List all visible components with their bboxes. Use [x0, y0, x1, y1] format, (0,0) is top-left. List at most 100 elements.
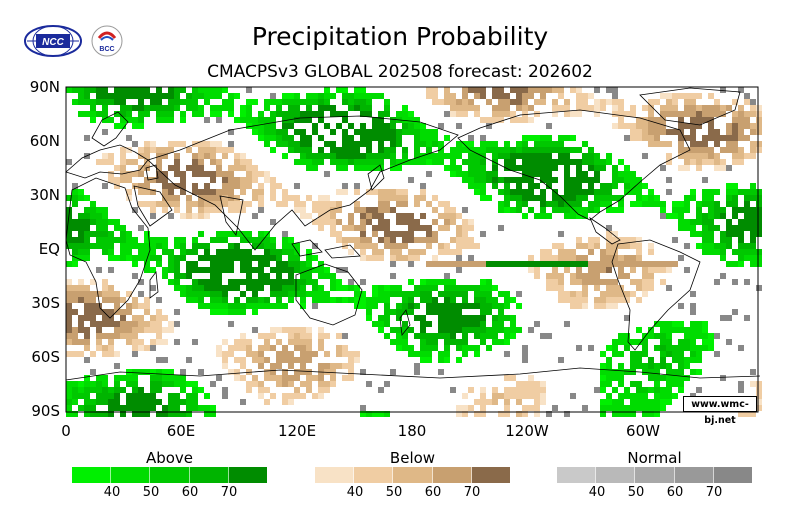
probability-cell: [390, 195, 396, 201]
probability-cell: [90, 111, 96, 117]
lon-label-60w: 60W: [626, 422, 660, 440]
probability-cell: [660, 201, 666, 207]
probability-cell: [420, 129, 426, 135]
probability-cell: [306, 213, 312, 219]
probability-cell: [702, 237, 708, 243]
probability-cell: [204, 279, 210, 285]
probability-cell: [384, 303, 390, 309]
probability-cell: [558, 141, 564, 147]
probability-cell: [570, 393, 576, 399]
probability-cell: [180, 99, 186, 105]
probability-cell: [510, 99, 516, 105]
probability-cell: [378, 129, 384, 135]
probability-cell: [642, 351, 648, 357]
probability-cell: [234, 165, 240, 171]
probability-cell: [204, 99, 210, 105]
probability-cell: [306, 291, 312, 297]
probability-cell: [330, 219, 336, 225]
probability-cell: [102, 399, 108, 405]
probability-cell: [360, 405, 366, 411]
probability-cell: [342, 237, 348, 243]
probability-cell: [576, 201, 582, 207]
probability-cell: [744, 99, 750, 105]
probability-cell: [318, 393, 324, 399]
probability-cell: [324, 93, 330, 99]
probability-cell: [738, 381, 744, 387]
probability-cell: [612, 123, 618, 129]
probability-cell: [384, 195, 390, 201]
probability-cell: [378, 249, 384, 255]
probability-cell: [672, 207, 678, 213]
probability-cell: [264, 171, 270, 177]
probability-cell: [156, 321, 162, 327]
probability-cell: [264, 105, 270, 111]
probability-cell: [282, 195, 288, 201]
probability-cell: [390, 273, 396, 279]
probability-cell: [150, 339, 156, 345]
probability-cell: [192, 297, 198, 303]
probability-cell: [156, 255, 162, 261]
probability-cell: [102, 411, 108, 417]
probability-cell: [714, 333, 720, 339]
probability-cell: [342, 135, 348, 141]
probability-cell: [600, 267, 606, 273]
probability-cell: [516, 399, 522, 405]
probability-cell: [150, 393, 156, 399]
probability-cell: [162, 189, 168, 195]
probability-cell: [618, 171, 624, 177]
probability-cell: [306, 327, 312, 333]
probability-cell: [192, 87, 198, 93]
probability-cell: [120, 159, 126, 165]
probability-cell: [564, 111, 570, 117]
probability-cell: [438, 201, 444, 207]
probability-cell: [234, 93, 240, 99]
probability-cell: [750, 141, 756, 147]
probability-cell: [180, 369, 186, 375]
probability-cell: [648, 123, 654, 129]
probability-cell: [216, 147, 222, 153]
probability-cell: [204, 267, 210, 273]
probability-cell: [150, 213, 156, 219]
probability-cell: [168, 267, 174, 273]
probability-cell: [366, 303, 372, 309]
probability-cell: [474, 303, 480, 309]
probability-cell: [342, 267, 348, 273]
probability-cell: [402, 147, 408, 153]
probability-cell: [438, 321, 444, 327]
probability-cell: [456, 237, 462, 243]
probability-cell: [624, 177, 630, 183]
probability-cell: [294, 117, 300, 123]
probability-cell: [564, 183, 570, 189]
probability-cell: [270, 135, 276, 141]
probability-cell: [738, 189, 744, 195]
probability-cell: [330, 159, 336, 165]
probability-cell: [312, 99, 318, 105]
probability-cell: [408, 255, 414, 261]
probability-cell: [408, 111, 414, 117]
probability-cell: [432, 279, 438, 285]
probability-cell: [366, 297, 372, 303]
probability-cell: [468, 177, 474, 183]
probability-cell: [300, 141, 306, 147]
probability-cell: [276, 105, 282, 111]
probability-cell: [642, 183, 648, 189]
probability-cell: [120, 411, 126, 417]
probability-cell: [240, 183, 246, 189]
probability-cell: [648, 99, 654, 105]
probability-cell: [498, 225, 504, 231]
probability-cell: [426, 285, 432, 291]
probability-cell: [180, 399, 186, 405]
probability-cell: [690, 99, 696, 105]
probability-cell: [168, 195, 174, 201]
probability-cell: [90, 279, 96, 285]
probability-cell: [108, 243, 114, 249]
probability-cell: [474, 333, 480, 339]
probability-cell: [270, 189, 276, 195]
probability-cell: [96, 339, 102, 345]
probability-cell: [126, 171, 132, 177]
probability-cell: [720, 243, 726, 249]
probability-cell: [402, 255, 408, 261]
probability-cell: [576, 105, 582, 111]
probability-cell: [102, 279, 108, 285]
probability-cell: [690, 189, 696, 195]
